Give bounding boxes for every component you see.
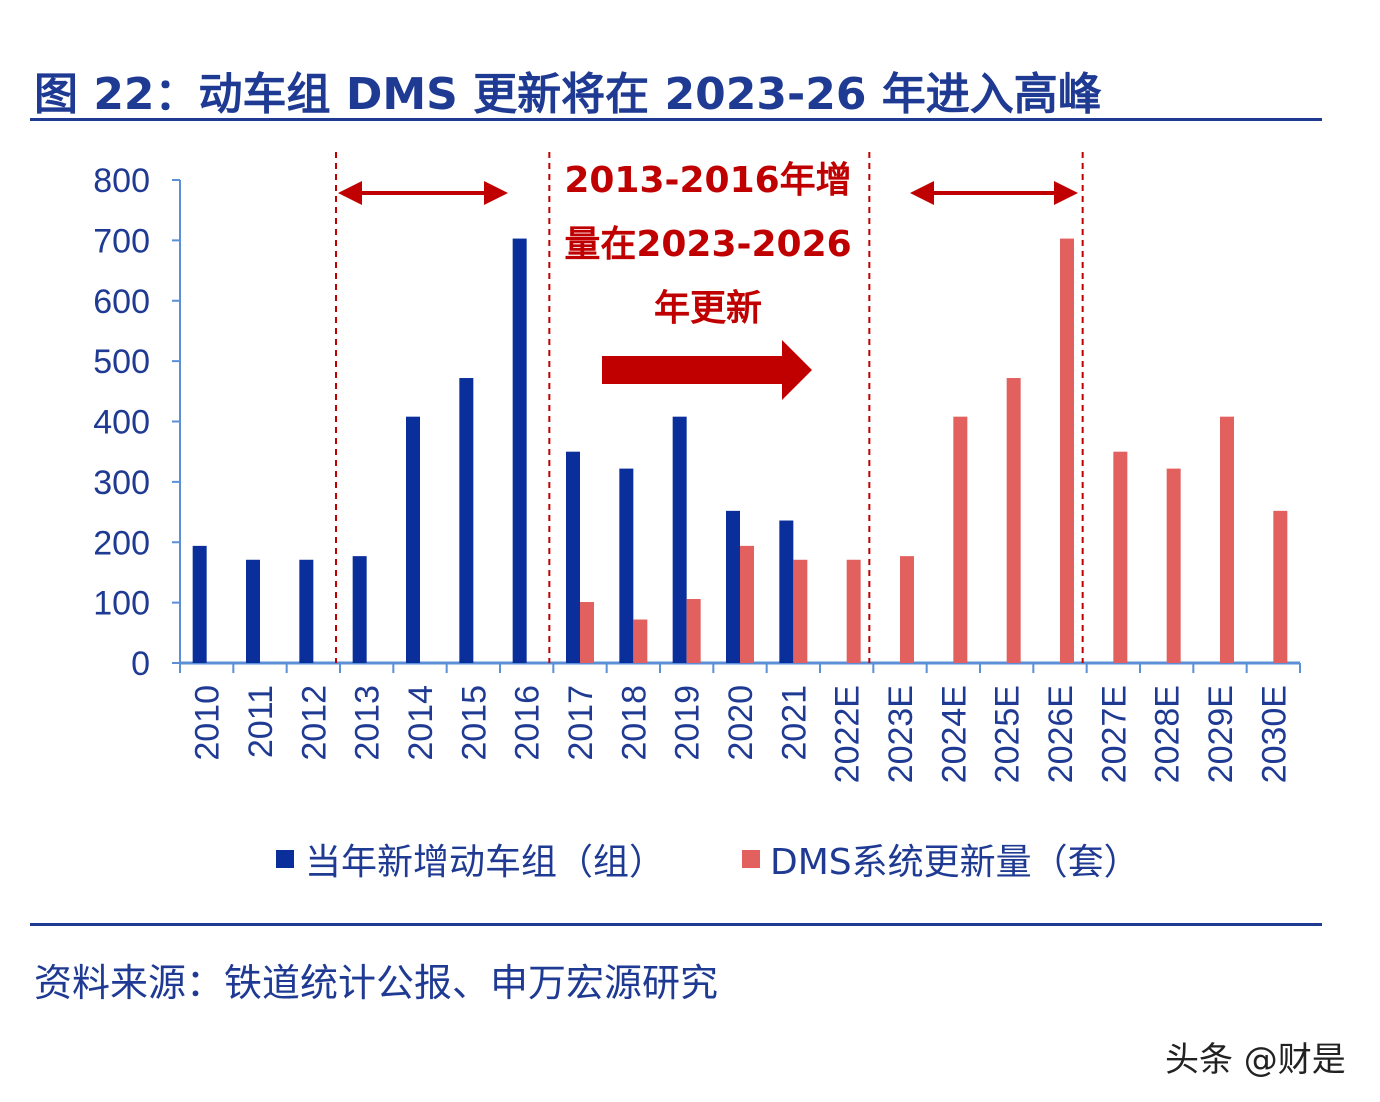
x-tick-label: 2023E	[882, 685, 920, 783]
annotation-text: 量在2023-2026	[564, 224, 851, 265]
bar-new-emu	[299, 559, 314, 663]
annotation-text: 年更新	[654, 288, 762, 329]
y-tick-label: 100	[93, 585, 150, 623]
bar-new-emu	[672, 416, 687, 663]
bar-dms-update	[900, 556, 914, 663]
x-tick-label: 2010	[189, 685, 227, 761]
bar-dms-update	[1006, 378, 1021, 663]
bar-dms-update	[686, 599, 701, 663]
x-tick-label: 2021	[775, 685, 813, 761]
y-tick-label: 600	[93, 283, 150, 321]
arrow-head-right	[1054, 181, 1078, 205]
figure-title: 图 22：动车组 DMS 更新将在 2023-26 年进入高峰	[34, 69, 1102, 120]
bar-dms-update	[1060, 238, 1074, 663]
y-tick-label: 500	[93, 343, 150, 381]
x-tick-label: 2018	[615, 685, 653, 761]
x-tick-label: 2013	[349, 685, 387, 761]
bar-new-emu	[726, 510, 740, 663]
y-tick-label: 300	[93, 464, 150, 502]
x-tick-label: 2019	[669, 685, 707, 761]
source-note: 资料来源：铁道统计公报、申万宏源研究	[34, 961, 719, 1005]
x-tick-label: 2024E	[935, 685, 973, 783]
x-tick-label: 2022E	[829, 685, 867, 783]
x-tick-label: 2025E	[989, 685, 1027, 783]
bar-new-emu	[512, 238, 527, 663]
x-tick-label: 2028E	[1149, 685, 1187, 783]
x-tick-label: 2017	[562, 685, 600, 761]
legend-label: DMS系统更新量（套）	[770, 842, 1140, 883]
bar-new-emu	[352, 556, 367, 663]
x-tick-label: 2012	[295, 685, 333, 761]
x-tick-label: 2020	[722, 685, 760, 761]
x-tick-label: 2014	[402, 685, 440, 761]
bar-new-emu	[246, 559, 260, 663]
bar-dms-update	[953, 416, 968, 663]
bar-dms-update	[1273, 510, 1288, 663]
bar-dms-update	[1166, 468, 1181, 663]
bar-dms-update	[793, 559, 808, 663]
arrow-head-left	[338, 181, 362, 205]
bar-new-emu	[619, 468, 634, 663]
y-tick-label: 400	[93, 404, 150, 442]
annotation-text: 2013-2016年增	[564, 160, 851, 201]
arrow-head-left	[910, 181, 934, 205]
arrow-head-right	[484, 181, 508, 205]
bar-dms-update	[846, 559, 861, 663]
bar-new-emu	[566, 451, 580, 663]
bar-new-emu	[192, 545, 207, 663]
watermark: 头条 @财是	[1165, 1040, 1346, 1080]
bar-dms-update	[1113, 451, 1128, 663]
bar-dms-update	[633, 619, 648, 663]
x-tick-label: 2027E	[1095, 685, 1133, 783]
x-tick-label: 2015	[455, 685, 493, 761]
x-tick-label: 2030E	[1255, 685, 1293, 783]
big-right-arrow	[602, 340, 812, 400]
x-tick-label: 2026E	[1042, 685, 1080, 783]
y-tick-label: 700	[93, 222, 150, 260]
bar-dms-update	[740, 545, 754, 663]
bar-new-emu	[779, 520, 794, 663]
bar-dms-update	[1220, 416, 1234, 663]
legend-label: 当年新增动车组（组）	[305, 842, 665, 883]
title-rule	[30, 118, 1322, 121]
y-tick-label: 200	[93, 524, 150, 562]
bar-new-emu	[459, 378, 474, 663]
x-tick-label: 2029E	[1202, 685, 1240, 783]
source-rule	[30, 923, 1322, 926]
bar-new-emu	[406, 416, 420, 663]
legend-swatch	[742, 850, 760, 868]
x-tick-label: 2016	[509, 685, 547, 761]
x-tick-label: 2011	[242, 685, 280, 758]
bar-dms-update	[580, 602, 594, 663]
y-tick-label: 0	[131, 645, 150, 683]
y-tick-label: 800	[93, 162, 150, 200]
legend-swatch	[276, 850, 294, 868]
